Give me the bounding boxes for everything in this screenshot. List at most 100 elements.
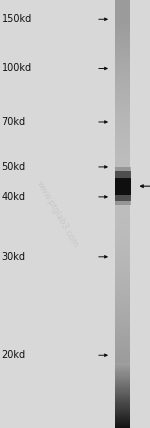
Bar — [116, 23, 130, 25]
Bar — [116, 410, 130, 412]
Bar — [116, 137, 130, 138]
Bar — [116, 306, 130, 308]
Text: 30kd: 30kd — [2, 252, 26, 262]
Bar — [116, 79, 130, 80]
Bar — [116, 277, 130, 278]
Bar — [116, 235, 130, 236]
Bar — [116, 175, 130, 176]
Bar — [116, 223, 130, 225]
Bar — [116, 308, 130, 309]
Bar — [116, 154, 130, 155]
Bar — [116, 126, 130, 128]
Bar — [116, 132, 130, 134]
Bar — [116, 333, 130, 335]
Bar — [116, 375, 130, 377]
Bar — [116, 172, 130, 173]
Bar — [116, 425, 130, 427]
Bar — [116, 330, 130, 332]
Bar — [116, 391, 130, 393]
Bar — [116, 310, 130, 312]
Bar — [116, 312, 130, 313]
Bar — [116, 59, 130, 60]
Bar — [116, 31, 130, 32]
Bar — [116, 106, 130, 107]
Bar — [116, 281, 130, 282]
Bar — [116, 114, 130, 116]
Bar — [116, 296, 130, 297]
Bar — [116, 399, 130, 400]
Bar — [116, 2, 130, 3]
Bar — [116, 282, 130, 283]
Bar — [116, 324, 130, 325]
Bar — [116, 389, 130, 390]
Bar — [116, 5, 130, 6]
Bar — [116, 22, 130, 24]
Bar — [116, 216, 130, 217]
Bar — [116, 65, 130, 66]
Bar — [116, 89, 130, 90]
Bar — [116, 72, 130, 74]
Bar — [116, 407, 130, 409]
Bar — [116, 299, 130, 300]
Bar — [116, 107, 130, 108]
Bar — [116, 246, 130, 247]
Bar — [116, 30, 130, 31]
Bar — [116, 57, 130, 59]
Bar — [116, 319, 130, 321]
Bar — [116, 49, 130, 51]
Bar — [116, 403, 130, 404]
Bar — [116, 67, 130, 68]
Bar — [116, 398, 130, 399]
Bar — [116, 412, 130, 413]
Bar — [116, 151, 130, 152]
Bar — [116, 255, 130, 257]
Bar — [116, 335, 130, 336]
Bar — [116, 423, 130, 425]
Bar — [116, 70, 130, 72]
Bar — [116, 405, 130, 407]
Bar — [116, 390, 130, 392]
Bar — [116, 152, 130, 153]
Bar — [116, 219, 130, 220]
Bar — [116, 271, 130, 273]
Bar — [116, 251, 130, 253]
Bar — [116, 346, 130, 348]
Bar — [116, 42, 130, 44]
Bar — [116, 56, 130, 58]
Bar — [116, 201, 130, 202]
Bar — [116, 283, 130, 285]
Bar — [116, 34, 130, 36]
Bar — [116, 377, 130, 379]
Bar — [116, 21, 130, 22]
Bar — [116, 418, 130, 419]
Bar — [116, 221, 130, 223]
Bar — [116, 305, 130, 306]
Bar — [116, 387, 130, 389]
Bar — [116, 12, 130, 14]
Bar — [116, 351, 130, 352]
Bar — [116, 231, 130, 232]
Bar — [115, 167, 131, 205]
Bar — [116, 149, 130, 151]
Bar — [116, 74, 130, 76]
Bar — [116, 7, 130, 9]
Bar — [116, 168, 130, 169]
Bar — [116, 119, 130, 121]
Bar — [116, 263, 130, 264]
Bar — [116, 426, 130, 428]
Bar — [116, 348, 130, 350]
Bar — [116, 269, 130, 271]
Bar — [116, 241, 130, 243]
Bar — [116, 99, 130, 101]
Bar — [116, 359, 130, 360]
Bar — [116, 379, 130, 381]
Bar — [116, 62, 130, 63]
Bar — [116, 248, 130, 249]
Bar — [116, 54, 130, 56]
Bar — [116, 18, 130, 19]
Bar — [116, 366, 130, 367]
Bar — [116, 40, 130, 42]
Bar — [116, 68, 130, 70]
Bar — [116, 224, 130, 226]
Bar — [116, 316, 130, 318]
